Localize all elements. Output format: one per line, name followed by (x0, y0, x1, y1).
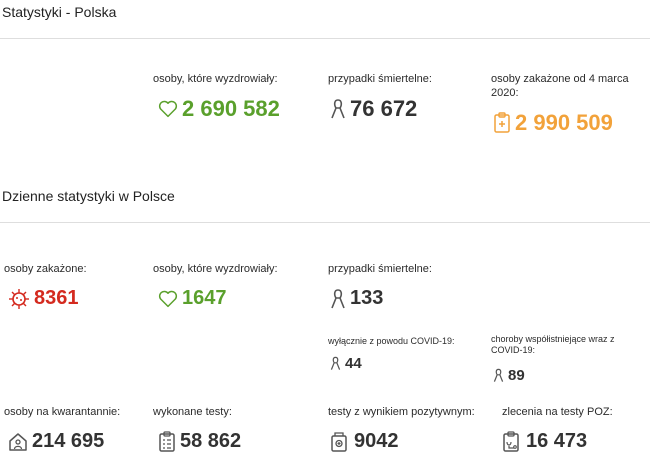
divider (0, 222, 650, 223)
daily-deaths-value: 133 (350, 287, 384, 309)
deaths-total: 76 672 (330, 96, 417, 122)
ribbon-icon (331, 288, 345, 308)
ribbon-icon (493, 368, 504, 382)
clipboard-plus-icon (494, 112, 510, 133)
covid-only-label: wyłącznie z powodu COVID-19: (328, 336, 455, 346)
section-title-poland: Statystyki - Polska (2, 4, 117, 20)
virus-icon (9, 288, 29, 309)
deaths-label: przypadki śmiertelne: (328, 73, 432, 85)
poz-label: zlecenia na testy POZ: (502, 406, 613, 418)
ribbon-icon (331, 99, 345, 119)
clipboard-doctor-icon (503, 430, 519, 452)
divider (0, 38, 650, 39)
daily-recovered-value: 1647 (182, 287, 227, 309)
tests-value: 58 862 (180, 430, 242, 452)
clipboard-list-icon (159, 430, 175, 452)
positive-label: testy z wynikiem pozytywnym: (328, 406, 475, 418)
deaths-total-value: 76 672 (350, 96, 418, 121)
ribbon-icon (330, 356, 341, 370)
covid-only-value: 44 (345, 355, 362, 372)
quarantine: 214 695 (8, 430, 104, 453)
heart-icon (158, 100, 178, 118)
positive-tests: 9042 (330, 430, 399, 453)
test-tube-icon (331, 431, 347, 452)
recovered-total: 2 690 582 (158, 96, 280, 122)
infected-total-value: 2 990 509 (515, 110, 613, 135)
quarantine-value: 214 695 (32, 430, 105, 452)
quarantine-label: osoby na kwarantannie: (4, 406, 121, 418)
poz-orders: 16 473 (502, 430, 587, 453)
covid-only-deaths: 44 (330, 355, 362, 372)
daily-infected-value: 8361 (34, 287, 79, 309)
heart-icon (158, 290, 178, 307)
comorbid-label: choroby współistniejące wraz z COVID-19: (491, 334, 615, 355)
daily-recovered: 1647 (158, 287, 227, 310)
section-title-daily: Dzienne statystyki w Polsce (2, 188, 175, 204)
comorbid-value: 89 (508, 367, 525, 384)
comorbid-deaths: 89 (493, 367, 525, 384)
daily-recovered-label: osoby, które wyzdrowiały: (153, 263, 278, 275)
positive-value: 9042 (354, 430, 399, 452)
recovered-label: osoby, które wyzdrowiały: (153, 73, 278, 85)
daily-deaths: 133 (330, 287, 383, 310)
daily-infected: 8361 (8, 287, 79, 310)
daily-deaths-label: przypadki śmiertelne: (328, 263, 432, 275)
infected-total: 2 990 509 (493, 110, 613, 136)
tests-label: wykonane testy: (153, 406, 232, 418)
tests: 58 862 (158, 430, 241, 453)
daily-infected-label: osoby zakażone: (4, 263, 87, 275)
recovered-total-value: 2 690 582 (182, 96, 280, 121)
poz-value: 16 473 (526, 430, 588, 452)
house-person-icon (9, 432, 27, 451)
infected-total-label: osoby zakażone od 4 marca 2020: (491, 73, 629, 99)
